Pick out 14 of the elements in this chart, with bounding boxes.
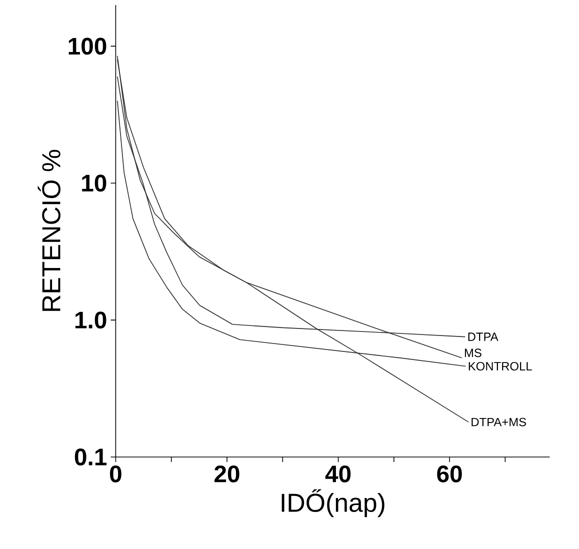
- y-tick-label: 100: [68, 38, 106, 55]
- x-tick-label: 0: [110, 465, 122, 482]
- y-axis-title: RETENCIÓ %: [38, 150, 60, 311]
- y-tick-label: 10: [82, 174, 106, 192]
- series-label: MS: [464, 348, 482, 358]
- y-tick-label: 1.0: [75, 312, 106, 329]
- series-label: KONTROLL: [468, 362, 532, 370]
- series-label: DTPA+MS: [472, 418, 526, 426]
- y-tick-label: 0.1: [74, 448, 107, 466]
- x-tick-label: 60: [437, 465, 462, 482]
- x-axis-title: IDŐ(nap): [282, 489, 384, 518]
- x-tick-label: 20: [214, 465, 240, 482]
- series-label: DTPA: [468, 332, 498, 341]
- x-tick-label: 40: [325, 465, 351, 482]
